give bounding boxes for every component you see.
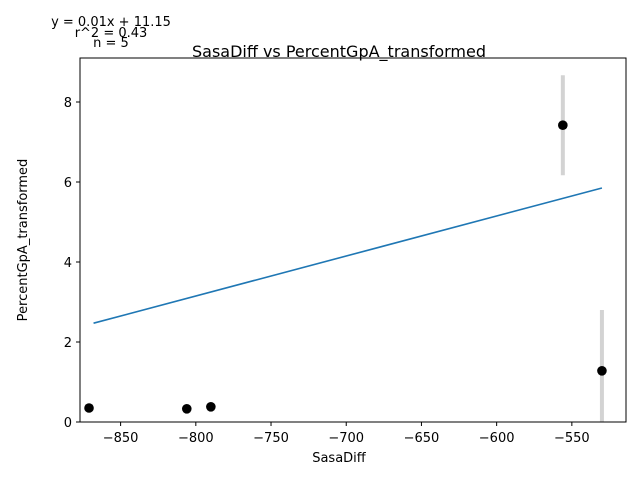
y-tick-label: 4: [64, 256, 72, 271]
data-point-3: [206, 402, 216, 412]
y-tick-label: 8: [64, 96, 72, 111]
x-axis-label: SasaDiff: [312, 451, 367, 466]
data-point-5: [597, 366, 607, 376]
x-tick-label: −750: [253, 431, 289, 446]
data-point-4: [558, 120, 568, 130]
r-squared-annotation: r^2 = 0.43: [75, 26, 148, 41]
x-tick-label: −600: [479, 431, 515, 446]
axes-frame: [79, 57, 627, 423]
x-axis-ticks: −850 −800 −750 −700 −650 −600 −550: [103, 422, 590, 446]
chart-title: SasaDiff vs PercentGpA_transformed: [192, 42, 486, 62]
data-point-2: [181, 404, 192, 414]
error-bars: [208, 75, 604, 422]
x-tick-label: −650: [404, 431, 440, 446]
x-tick-label: −850: [103, 431, 139, 446]
x-tick-label: −800: [178, 431, 214, 446]
x-tick-label: −700: [328, 431, 364, 446]
data-point-1: [84, 403, 94, 413]
y-tick-label: 0: [64, 416, 72, 431]
x-tick-label: −550: [554, 431, 590, 446]
y-tick-label: 6: [64, 176, 72, 191]
fit-line-group: [93, 187, 603, 324]
y-tick-label: 2: [64, 336, 72, 351]
y-axis-ticks: 0 2 4 6 8: [64, 96, 80, 431]
fit-equation-annotation: y = 0.01x + 11.15: [51, 15, 171, 30]
data-points: [84, 120, 607, 414]
regression-line: [93, 187, 603, 324]
n-count-annotation: n = 5: [93, 36, 129, 51]
y-axis-label: PercentGpA_transformed: [16, 159, 31, 322]
